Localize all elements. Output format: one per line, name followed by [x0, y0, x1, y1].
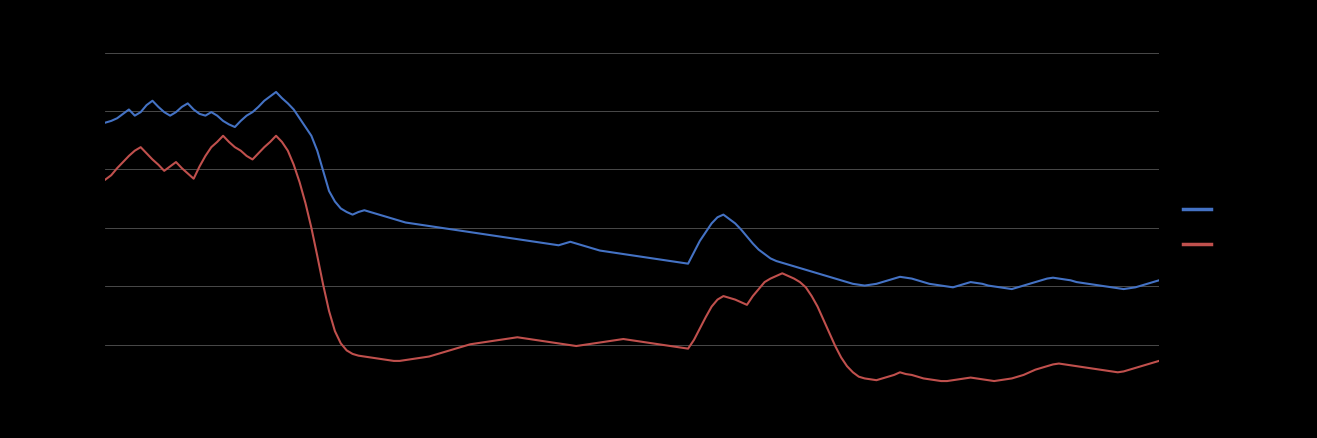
- Legend: , : ,: [1176, 196, 1229, 259]
